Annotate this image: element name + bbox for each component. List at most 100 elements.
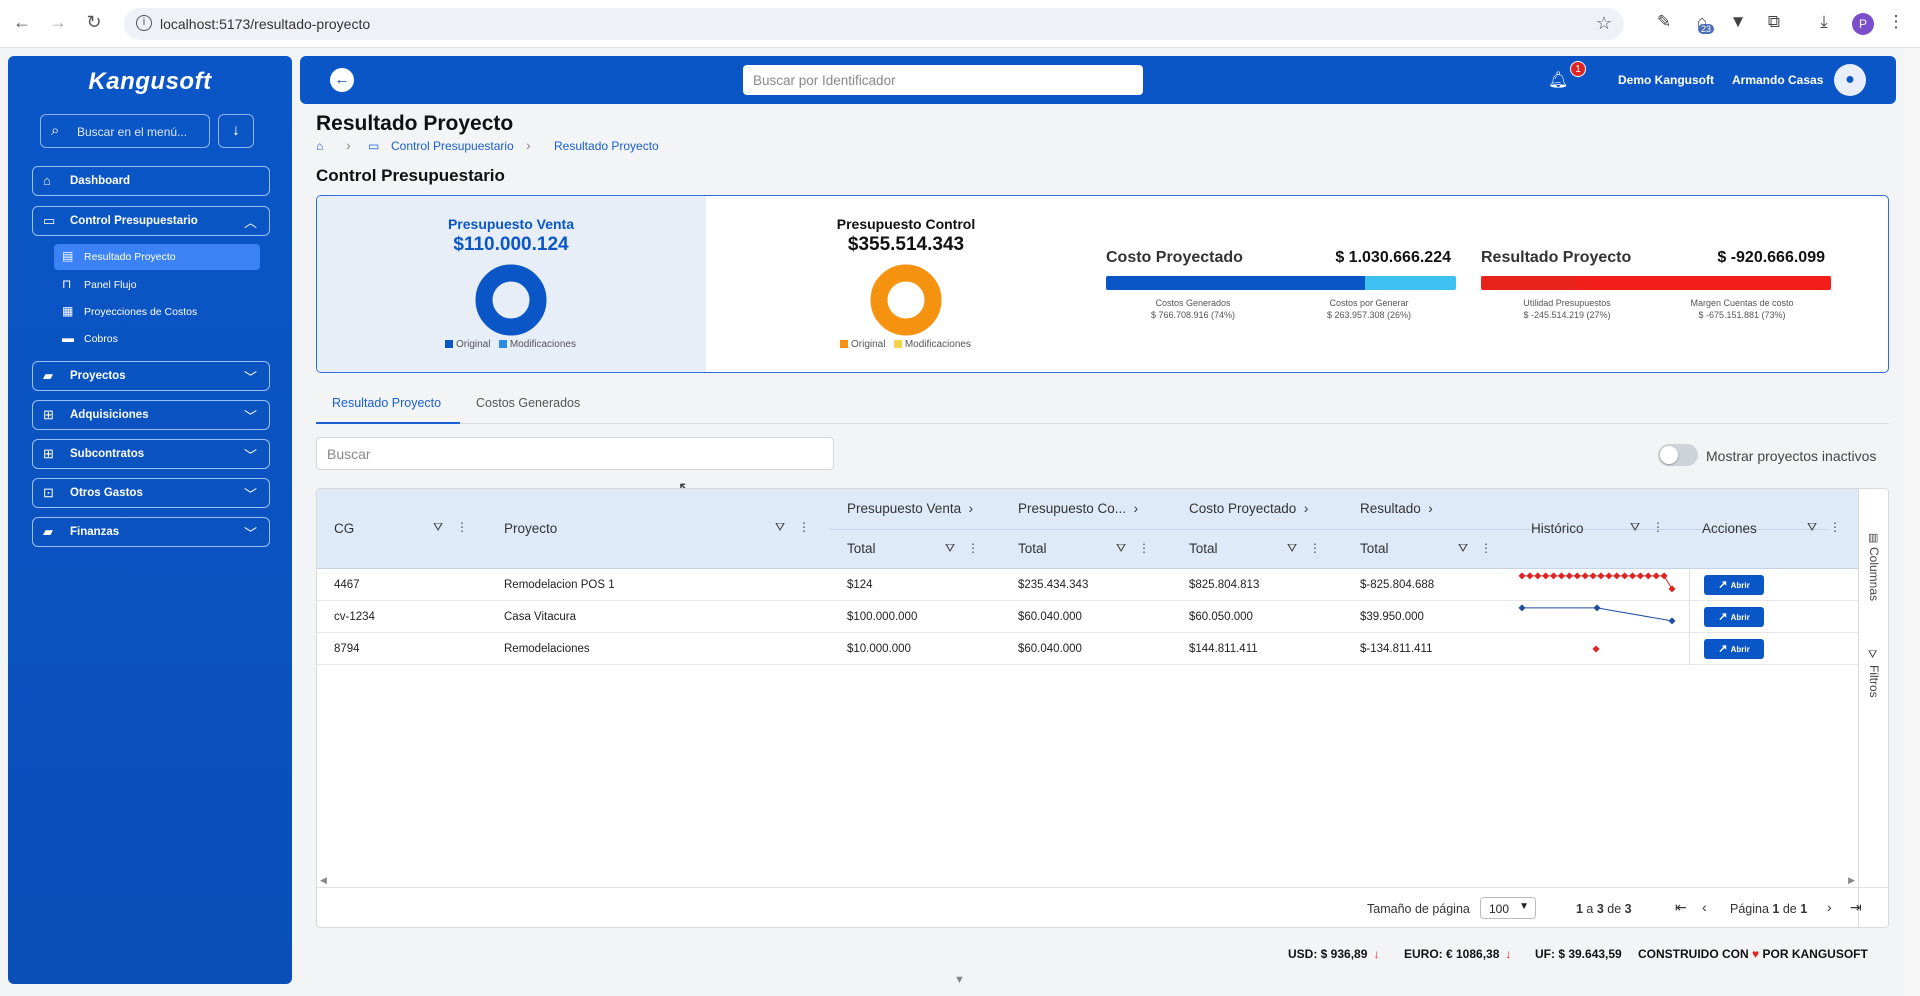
next-page-button[interactable]: › [1827,899,1832,915]
open-project-button[interactable]: ↗ Abrir [1704,639,1764,659]
back-arrow-icon[interactable]: ← [13,12,31,32]
header-control-total[interactable]: Total [1018,541,1047,556]
column-menu-icon[interactable]: ⋮ [1480,541,1492,555]
filter-icon[interactable]: ⛛ [1807,520,1818,534]
reload-icon[interactable]: ↻ [86,12,102,32]
sidebar-item-dashboard[interactable]: ⌂ Dashboard [32,166,270,196]
table-row[interactable]: 4467 Remodelacion POS 1 $124 $235.434.343 $8… [317,569,1858,601]
header-resultado[interactable]: Resultado › [1360,501,1433,516]
filter-icon[interactable]: ⛛ [1868,649,1878,661]
external-link-icon: ↗ [1718,579,1731,591]
page-size-select[interactable]: 100 ▼ [1480,897,1536,919]
header-historico[interactable]: Histórico [1531,521,1584,536]
header-costo-proyectado[interactable]: Costo Proyectado › [1189,501,1309,516]
sparkline-point [1652,572,1660,580]
header-acciones[interactable]: Acciones [1702,521,1757,536]
filter-icon[interactable]: ⛛ [1287,541,1298,555]
profile-avatar[interactable]: P [1852,13,1874,35]
header-presupuesto-venta[interactable]: Presupuesto Venta › [847,501,974,516]
horizontal-scrollbar[interactable]: ◀ ▶ [320,875,1855,885]
filter-icon[interactable]: ⛛ [1116,541,1127,555]
filter-icon[interactable]: ⛛ [775,520,786,534]
extension-icon[interactable]: ⌂ [1696,12,1708,31]
sidebar-item-control-presupuestario[interactable]: ▭ Control Presupuestario ︿ [32,206,270,236]
filter-icon[interactable]: ⛛ [1630,520,1641,534]
cell-presupuesto-control: $60.040.000 [1018,611,1082,623]
open-project-button[interactable]: ↗ Abrir [1704,607,1764,627]
sparkline-point [1597,572,1605,580]
column-menu-icon[interactable]: ⋮ [456,520,468,534]
resultado-proyecto-value: $ -920.666.099 [1717,249,1825,266]
header-cg[interactable]: CG [334,521,355,536]
show-inactive-toggle[interactable] [1658,444,1698,466]
open-project-button[interactable]: ↗ Abrir [1704,575,1764,595]
header-venta-total[interactable]: Total [847,541,876,556]
filter-icon[interactable]: ⛛ [433,520,444,534]
filter-icon[interactable]: ⛛ [1458,541,1469,555]
sidebar-item-subcontratos[interactable]: ⊞ Subcontratos ﹀ [32,439,270,469]
tab-costos-generados[interactable]: Costos Generados [476,396,581,410]
sparkline-point [1518,572,1526,580]
sidebar-subitem-panel-flujo[interactable]: ⊓ Panel Flujo [62,277,137,291]
header-resultado-total[interactable]: Total [1360,541,1389,556]
menu-search-input[interactable]: ⌕ Buscar en el menú... [40,114,210,148]
scroll-down-icon[interactable]: ▼ [954,974,965,986]
card-icon: ▬ [62,331,74,345]
header-costo-total[interactable]: Total [1189,541,1218,556]
sidebar-subitem-resultado-proyecto[interactable]: ▤ Resultado Proyecto [54,244,260,270]
page-indicator: Página 1 de 1 [1730,902,1808,916]
last-page-button[interactable]: ⇥ [1850,899,1862,915]
table-row[interactable]: 8794 Remodelaciones $10.000.000 $60.040.000… [317,633,1858,665]
bookmark-star-icon[interactable]: ☆ [1595,13,1612,33]
home-icon[interactable]: ⌂ [316,139,324,153]
page-scrollbar[interactable] [1904,48,1920,996]
browser-menu-icon[interactable]: ⋮ [1887,12,1905,31]
sidebar-item-proyectos[interactable]: ▰ Proyectos ﹀ [32,361,270,391]
costos-generados-segment [1106,276,1365,290]
identifier-search-input[interactable]: Buscar por Identificador [743,65,1143,95]
table-row[interactable]: cv-1234 Casa Vitacura $100.000.000 $60.040.… [317,601,1858,633]
first-page-button[interactable]: ⇤ [1675,899,1687,915]
sidebar-subitem-proyecciones-costos[interactable]: ▦ Proyecciones de Costos [62,304,198,318]
download-icon[interactable]: ⤓ [1820,12,1828,31]
browser-toolbar: ← → ↻ i localhost:5173/resultado-proyect… [0,0,1920,48]
column-menu-icon[interactable]: ⋮ [967,541,979,555]
columns-panel-toggle[interactable]: Columnas [1867,547,1881,602]
back-button[interactable]: ← [330,68,354,92]
pen-extension-icon[interactable]: ✎ [1656,12,1672,31]
breadcrumb-resultado-proyecto[interactable]: Resultado Proyecto [554,139,659,153]
header-proyecto[interactable]: Proyecto [504,521,558,536]
filters-panel-toggle[interactable]: Filtros [1867,665,1881,698]
breadcrumb-control-presupuestario[interactable]: Control Presupuestario [391,139,514,153]
column-menu-icon[interactable]: ⋮ [798,520,810,534]
site-info-icon[interactable]: i [136,15,152,31]
user-avatar[interactable]: ● [1834,64,1866,96]
sidebar-item-finanzas[interactable]: ▰ Finanzas ﹀ [32,517,270,547]
control-donut-original [870,264,942,336]
sidebar-item-otros-gastos[interactable]: ⊡ Otros Gastos ﹀ [32,478,270,508]
bell-icon[interactable]: 🔔︎ [1548,72,1569,89]
chevron-down-icon: ﹀ [243,370,257,385]
sidebar-subitem-cobros[interactable]: ▬ Cobros [62,331,118,345]
menu-download-button[interactable]: ↓ [218,114,254,148]
filter-icon[interactable]: ⛛ [945,541,956,555]
column-divider [1689,601,1690,633]
column-menu-icon[interactable]: ⋮ [1309,541,1321,555]
costos-por-generar-caption: Costos por Generar $ 263.957.308 (26%) [1326,298,1412,320]
previous-page-button[interactable]: ‹ [1702,899,1707,915]
column-menu-icon[interactable]: ⋮ [1652,520,1664,534]
sidebar-item-adquisiciones[interactable]: ⊞ Adquisiciones ﹀ [32,400,270,430]
puzzle-extensions-icon[interactable]: ⧉ [1767,12,1781,31]
user-name[interactable]: Armando Casas [1732,73,1824,87]
vpn-extension-icon[interactable]: ▼ [1729,12,1747,31]
forward-arrow-icon[interactable]: → [49,12,67,32]
header-presupuesto-control[interactable]: Presupuesto Co... › [1018,501,1139,516]
grid-search-input[interactable]: Buscar [316,437,834,470]
company-name[interactable]: Demo Kangusoft [1618,73,1714,87]
address-bar[interactable]: i localhost:5173/resultado-proyecto ☆ [124,8,1624,40]
column-menu-icon[interactable]: ⋮ [1138,541,1150,555]
tab-resultado-proyecto[interactable]: Resultado Proyecto [332,396,442,410]
column-menu-icon[interactable]: ⋮ [1829,520,1841,534]
columns-icon[interactable]: ▥ [1868,532,1879,544]
url-text[interactable]: localhost:5173/resultado-proyecto [160,16,371,32]
